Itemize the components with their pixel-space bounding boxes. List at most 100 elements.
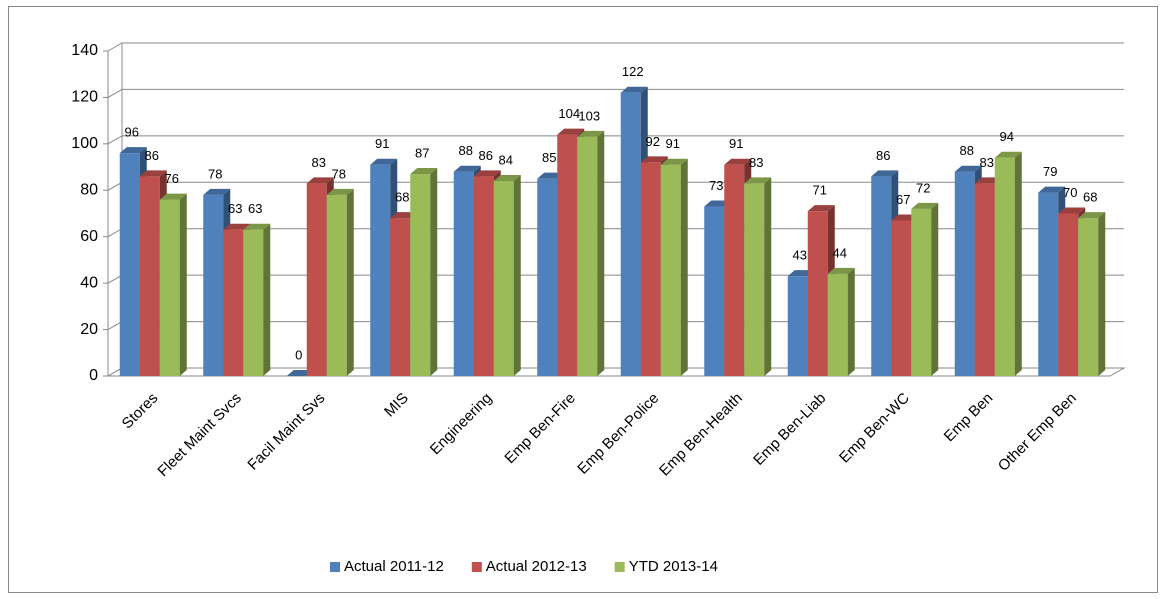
data-label: 44: [833, 245, 847, 260]
bar-top: [640, 156, 668, 163]
data-label: 63: [228, 201, 242, 216]
data-label: 91: [729, 136, 743, 151]
legend-label: Actual 2012-13: [486, 558, 587, 575]
bar-front: [974, 183, 995, 376]
data-label: 103: [578, 108, 600, 123]
data-label: 94: [1000, 129, 1014, 144]
data-label: 79: [1043, 164, 1057, 179]
bar-front: [827, 273, 848, 376]
bar-top: [410, 168, 438, 175]
bar-top: [911, 202, 939, 209]
bar-front: [1038, 192, 1059, 376]
data-label: 68: [395, 190, 409, 205]
bar-front: [243, 229, 264, 376]
bar: [410, 168, 438, 376]
bar-top: [994, 151, 1022, 158]
bar-front: [139, 176, 160, 376]
bar: [159, 193, 187, 376]
bar-front: [704, 206, 725, 376]
bar-front: [390, 218, 411, 376]
bar-top: [306, 177, 334, 184]
legend-label: Actual 2011-12: [344, 558, 444, 575]
y-tick-label: 80: [80, 182, 98, 199]
data-label: 71: [813, 183, 827, 198]
bar-top: [453, 165, 481, 172]
bar: [326, 188, 354, 376]
bar-front: [744, 183, 765, 376]
bar: [911, 202, 939, 376]
bar-top: [807, 205, 835, 212]
bar-side: [430, 168, 438, 376]
bar-top: [1058, 207, 1086, 214]
bar-front: [473, 176, 494, 376]
bar: [994, 151, 1022, 376]
legend-swatch: [471, 562, 482, 572]
data-label: 104: [558, 106, 580, 121]
bar-front: [203, 194, 224, 376]
bar-front: [326, 194, 347, 376]
bar-side: [597, 130, 605, 376]
y-tick-label: 60: [80, 228, 98, 245]
bar-top: [954, 165, 982, 172]
legend-swatch: [614, 562, 625, 572]
bar-front: [994, 157, 1015, 376]
bar-front: [159, 199, 180, 376]
data-label: 78: [208, 166, 222, 181]
bar-top: [1078, 212, 1106, 219]
grid-line: [107, 88, 1124, 98]
bar-front: [493, 181, 514, 376]
bar-side: [764, 177, 772, 376]
bar-top: [473, 170, 501, 177]
data-label: 67: [896, 192, 910, 207]
bar: [577, 130, 605, 376]
bar-top: [139, 170, 167, 177]
bar: [1078, 212, 1106, 376]
y-tick-label: 120: [71, 89, 98, 106]
data-label: 91: [666, 136, 680, 151]
data-label: 88: [960, 143, 974, 158]
bar-top: [744, 177, 772, 184]
data-label: 88: [459, 143, 473, 158]
y-tick-label: 100: [71, 135, 98, 152]
data-label: 63: [248, 201, 262, 216]
bar-top: [159, 193, 187, 200]
data-label: 68: [1083, 190, 1097, 205]
data-label: 72: [916, 180, 930, 195]
bar-front: [1058, 213, 1079, 376]
data-label: 85: [542, 150, 556, 165]
bar-top: [1038, 186, 1066, 193]
bar-front: [891, 220, 912, 376]
y-tick-label: 40: [80, 274, 98, 291]
data-label: 73: [709, 178, 723, 193]
bar: [660, 158, 688, 376]
bar-side: [263, 223, 271, 376]
bar-front: [954, 171, 975, 376]
data-label: 78: [332, 166, 346, 181]
bar-top: [203, 188, 231, 195]
bar-front: [119, 153, 140, 376]
bar-top: [660, 158, 688, 165]
bar-top: [370, 158, 398, 165]
data-label: 76: [165, 171, 179, 186]
bar-top: [119, 147, 147, 154]
bar-side: [931, 202, 939, 376]
bar-front: [557, 134, 578, 376]
bar-top: [557, 128, 585, 135]
bar-front: [577, 136, 598, 376]
bar-top: [724, 158, 752, 165]
bar-front: [306, 183, 327, 376]
bar: [243, 223, 271, 376]
bar-side: [346, 188, 354, 376]
data-label: 83: [312, 155, 326, 170]
data-label: 86: [145, 148, 159, 163]
bar-top: [827, 267, 855, 274]
bar-front: [787, 276, 808, 376]
legend-label: YTD 2013-14: [629, 558, 718, 575]
data-label: 86: [479, 148, 493, 163]
data-label: 87: [415, 145, 429, 160]
bar-front: [453, 171, 474, 376]
y-tick-label: 20: [80, 321, 98, 338]
bar: [827, 267, 855, 376]
bar-front: [223, 229, 244, 376]
